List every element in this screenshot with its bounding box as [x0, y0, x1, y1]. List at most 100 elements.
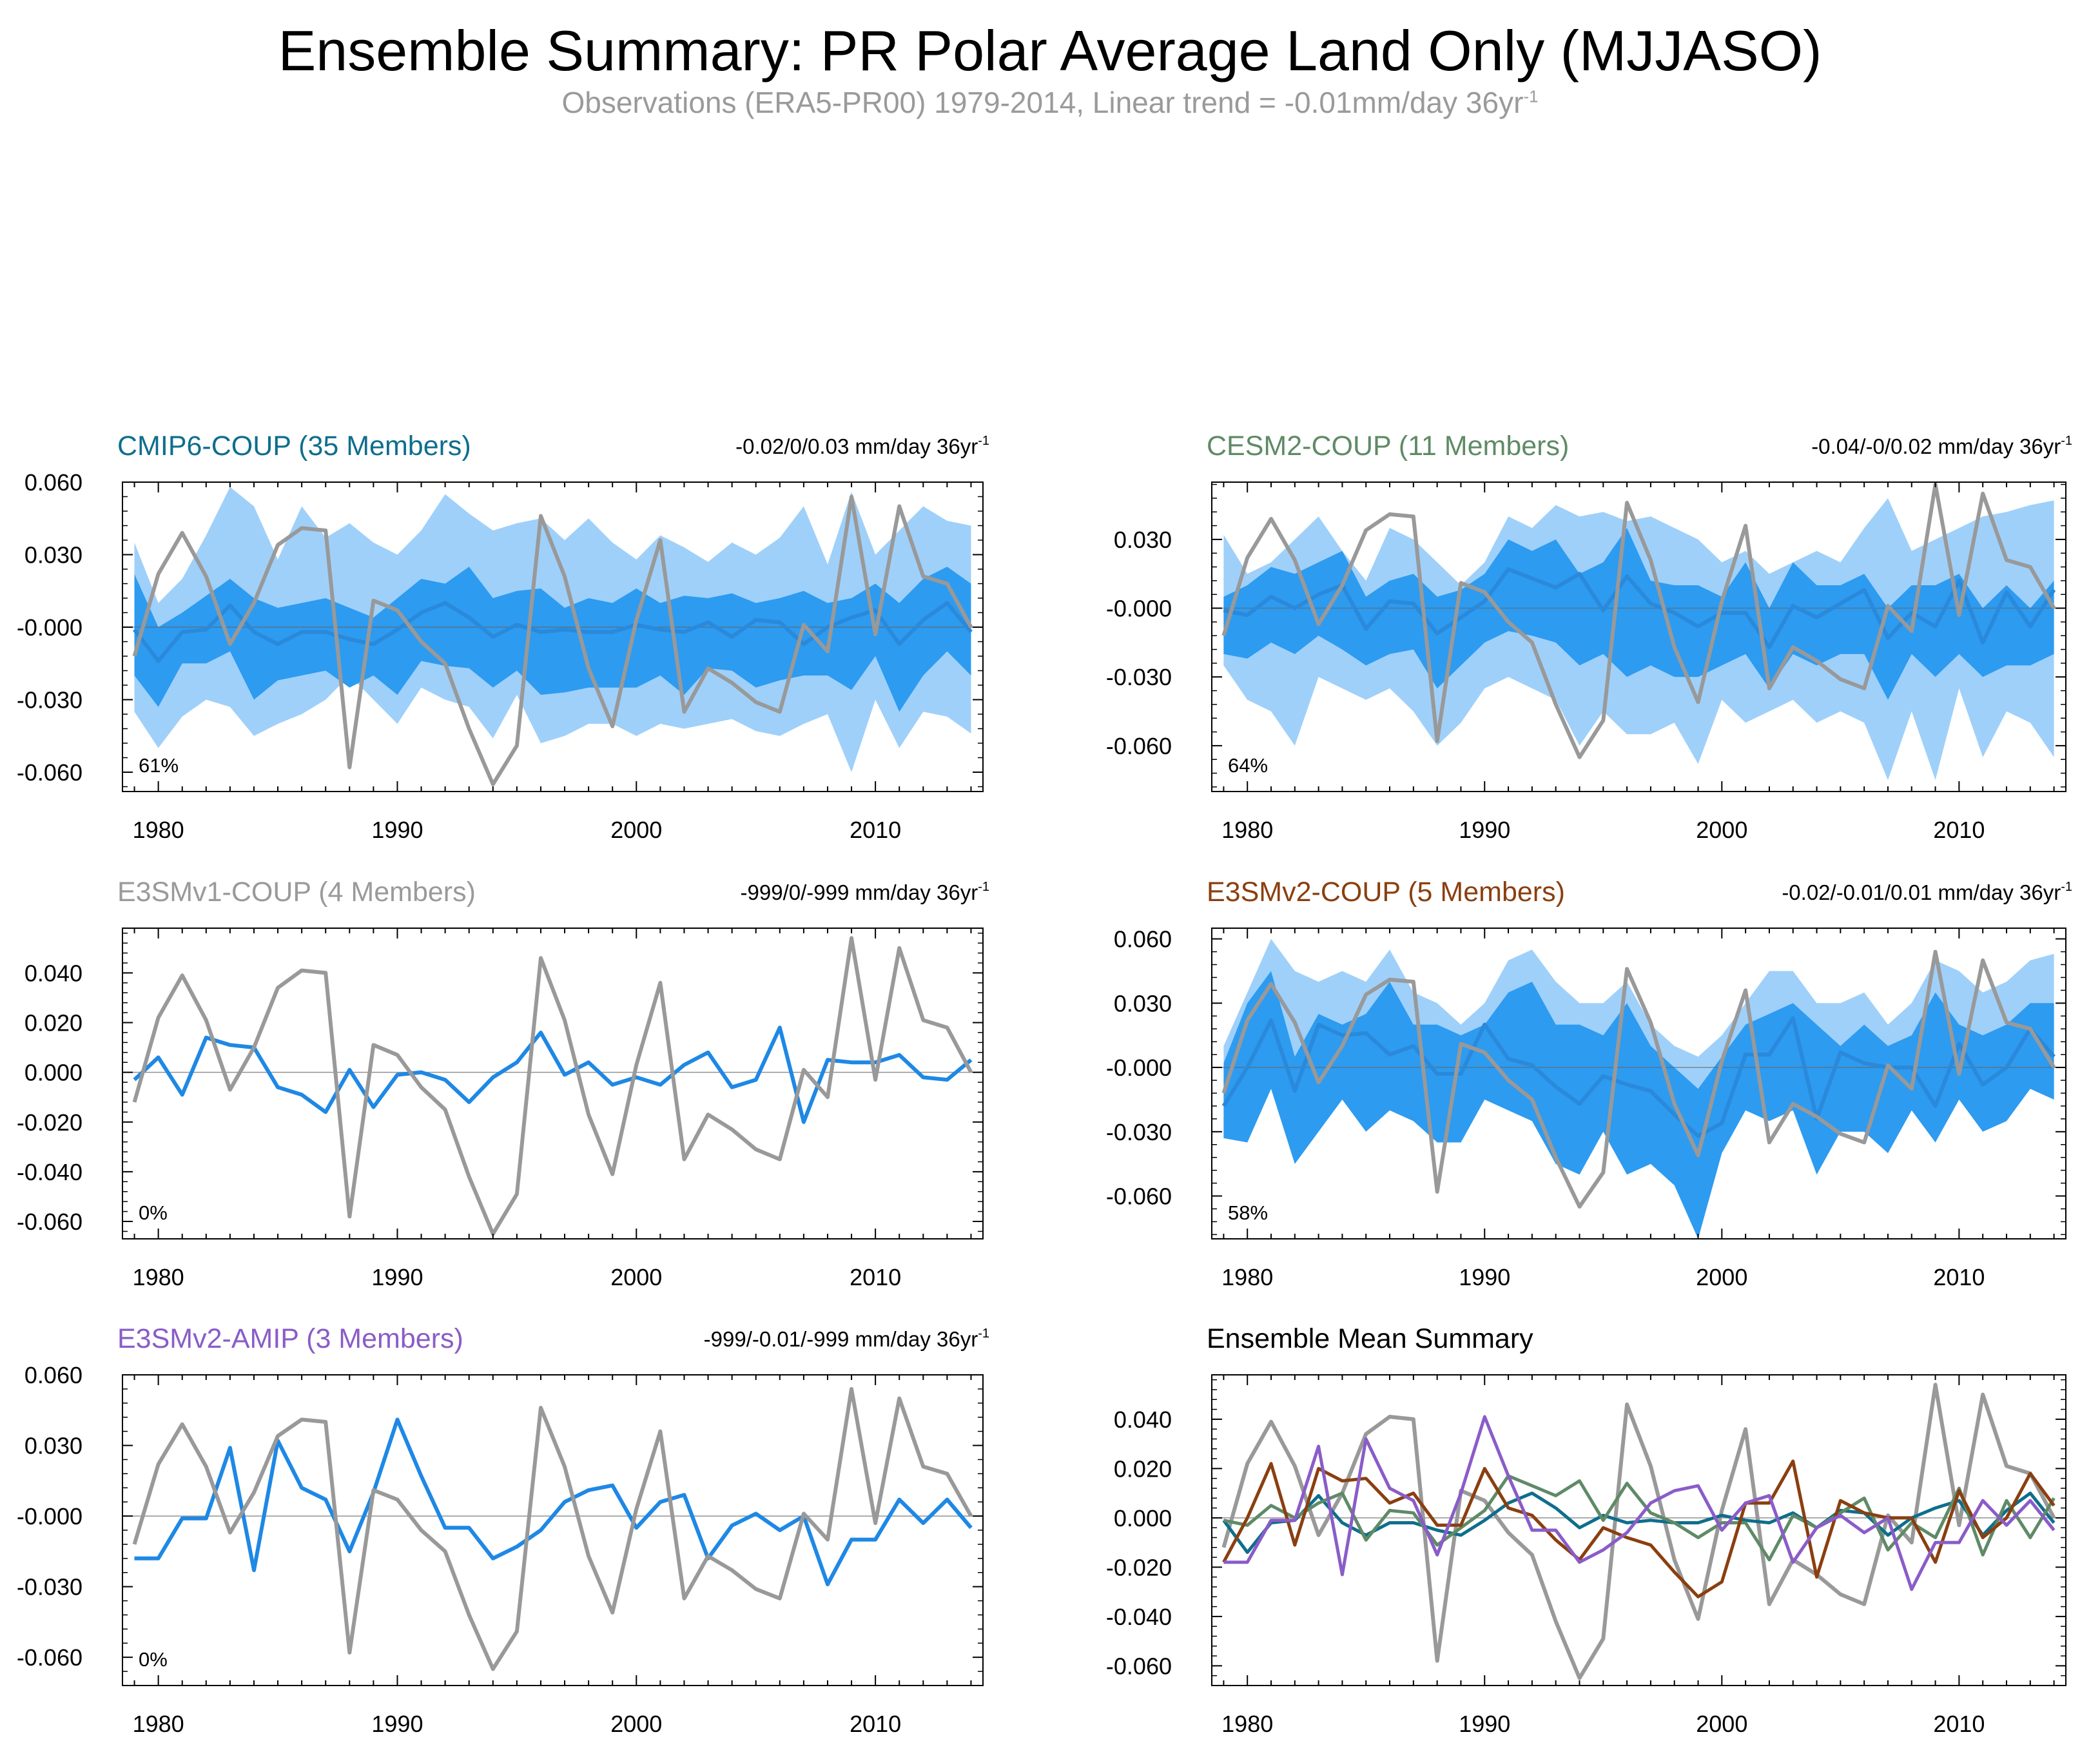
y-tick-label: -0.030: [1106, 1119, 1172, 1145]
spread-band-inner: [134, 567, 971, 712]
y-tick-label: 0.030: [1114, 990, 1172, 1016]
panel-title: Ensemble Mean Summary: [1207, 1323, 1533, 1354]
chart-panel-6: 1980 1990 2000 2010 0.040 0.020 0.000 -0.020 -0.…: [1106, 1323, 2066, 1737]
chart-panel-1: 1980 1990 2000 2010 0.060 0.030 -0.000 -0.030 -0…: [17, 431, 989, 843]
y-tick-label: 0.000: [24, 1060, 83, 1086]
panel-title: CESM2-COUP (11 Members): [1207, 431, 1569, 462]
trend-label-superscript: -1: [978, 880, 989, 894]
x-tick-label: 2010: [850, 1264, 901, 1290]
panel-title: E3SMv2-AMIP (3 Members): [117, 1323, 463, 1354]
figure-subtitle: Observations (ERA5-PR00) 1979-2014, Line…: [0, 85, 2100, 120]
x-tick-label: 1980: [133, 1711, 184, 1737]
percent-label: 0%: [139, 1201, 168, 1224]
x-tick-label: 1980: [133, 817, 184, 843]
x-tick-label: 2000: [610, 1264, 662, 1290]
trend-label-superscript: -1: [978, 1327, 989, 1341]
x-tick-label: 1990: [1459, 1711, 1510, 1737]
ensemble-mean-line-3: [1222, 1459, 2056, 1599]
percent-label: 58%: [1228, 1201, 1268, 1224]
x-tick-label: 1980: [1221, 1264, 1273, 1290]
x-tick-label: 2010: [850, 1711, 901, 1737]
plot-frame: [122, 1374, 984, 1686]
x-tick-label: 2010: [1933, 1711, 1985, 1737]
observations-line: [1221, 482, 2056, 759]
y-tick-label: 0.040: [24, 960, 83, 986]
x-tick-label: 1980: [1221, 817, 1273, 843]
y-tick-label: -0.020: [1106, 1554, 1172, 1580]
y-tick-label: 0.060: [1114, 926, 1172, 953]
trend-label-superscript: -1: [2061, 434, 2072, 448]
y-tick-label: 0.020: [1114, 1455, 1172, 1482]
percent-label: 61%: [139, 754, 179, 777]
trend-label-text: -0.02/-0.01/0.01 mm/day 36yr: [1782, 880, 2061, 904]
spread-band-inner: [1223, 528, 2054, 700]
y-tick-label: -0.060: [17, 1644, 83, 1671]
trend-label: -0.04/-0/0.02 mm/day 36yr-1: [1811, 434, 2072, 458]
observations-line: [1221, 949, 2056, 1209]
y-tick-label: -0.040: [1106, 1604, 1172, 1630]
x-tick-label: 2010: [850, 817, 901, 843]
trend-label-superscript: -1: [2061, 880, 2072, 894]
trend-label: -0.02/-0.01/0.01 mm/day 36yr-1: [1782, 880, 2072, 904]
y-tick-label: -0.020: [17, 1109, 83, 1136]
y-tick-label: 0.030: [24, 1433, 83, 1459]
x-tick-label: 2010: [1933, 1264, 1985, 1290]
trend-label-superscript: -1: [978, 434, 989, 448]
x-tick-label: 2010: [1933, 817, 1985, 843]
y-tick-label: 0.030: [1114, 527, 1172, 553]
spread-band-inner: [1223, 971, 2054, 1239]
y-tick-label: -0.030: [17, 687, 83, 714]
y-tick-label: -0.000: [17, 1503, 83, 1530]
plot-frame: [122, 928, 984, 1239]
plot-area: [122, 1386, 983, 1671]
plot-area: [1212, 938, 2066, 1239]
x-tick-label: 1980: [133, 1264, 184, 1290]
y-tick-label: -0.030: [17, 1574, 83, 1600]
x-tick-label: 2000: [1696, 1711, 1747, 1737]
plot-area: [1212, 482, 2066, 781]
chart-panel-3: 1980 1990 2000 2010 0.040 0.020 0.000 -0.020 -0.…: [17, 877, 989, 1290]
trend-label: -0.02/0/0.03 mm/day 36yr-1: [735, 434, 989, 458]
chart-panel-2: 1980 1990 2000 2010 0.030 -0.000 -0.030 -0.060 C…: [1106, 431, 2072, 843]
trend-label-text: -0.04/-0/0.02 mm/day 36yr: [1811, 434, 2061, 458]
plot-area: [122, 487, 983, 786]
x-tick-label: 1990: [1459, 1264, 1510, 1290]
plot-frame: [1211, 481, 2066, 792]
trend-label-text: -999/-0.01/-999 mm/day 36yr: [704, 1327, 978, 1351]
subtitle-superscript: -1: [1523, 86, 1539, 106]
y-tick-label: -0.000: [17, 614, 83, 641]
subtitle-text: Observations (ERA5-PR00) 1979-2014, Line…: [561, 86, 1524, 119]
plot-area: [1212, 1383, 2066, 1680]
y-tick-label: 0.060: [24, 1362, 83, 1388]
percent-label: 64%: [1228, 754, 1268, 777]
plot-area: [122, 936, 983, 1236]
observations-line: [132, 494, 973, 786]
y-tick-label: -0.060: [17, 759, 83, 786]
plot-frame: [122, 481, 984, 792]
x-tick-label: 1990: [1459, 817, 1510, 843]
ensemble-mean-line-4: [1223, 1415, 2056, 1591]
y-tick-label: -0.000: [1106, 1054, 1172, 1081]
x-tick-label: 1980: [1221, 1711, 1273, 1737]
ensemble-mean-line: [134, 1417, 973, 1586]
chart-panel-4: 1980 1990 2000 2010 0.060 0.030 -0.000 -0.030 -0…: [1106, 877, 2072, 1290]
x-tick-label: 2000: [1696, 817, 1747, 843]
x-tick-label: 2000: [610, 817, 662, 843]
trend-label-text: -0.02/0/0.03 mm/day 36yr: [735, 434, 978, 458]
plot-frame: [1211, 928, 2066, 1239]
y-tick-label: 0.060: [24, 469, 83, 496]
y-tick-label: -0.040: [17, 1159, 83, 1185]
x-tick-label: 1990: [371, 1264, 423, 1290]
trend-label-text: -999/0/-999 mm/day 36yr: [741, 880, 978, 904]
panel-title: E3SMv2-COUP (5 Members): [1207, 877, 1565, 908]
ensemble-mean-line: [133, 1025, 973, 1124]
x-tick-label: 1990: [371, 817, 423, 843]
x-tick-label: 1990: [371, 1711, 423, 1737]
y-tick-label: -0.060: [1106, 1183, 1172, 1210]
trend-label: -999/0/-999 mm/day 36yr-1: [741, 880, 989, 904]
panel-title: E3SMv1-COUP (4 Members): [117, 877, 476, 908]
y-tick-label: -0.000: [1106, 596, 1172, 622]
trend-label: -999/-0.01/-999 mm/day 36yr-1: [704, 1327, 989, 1351]
y-tick-label: 0.000: [1114, 1505, 1172, 1531]
